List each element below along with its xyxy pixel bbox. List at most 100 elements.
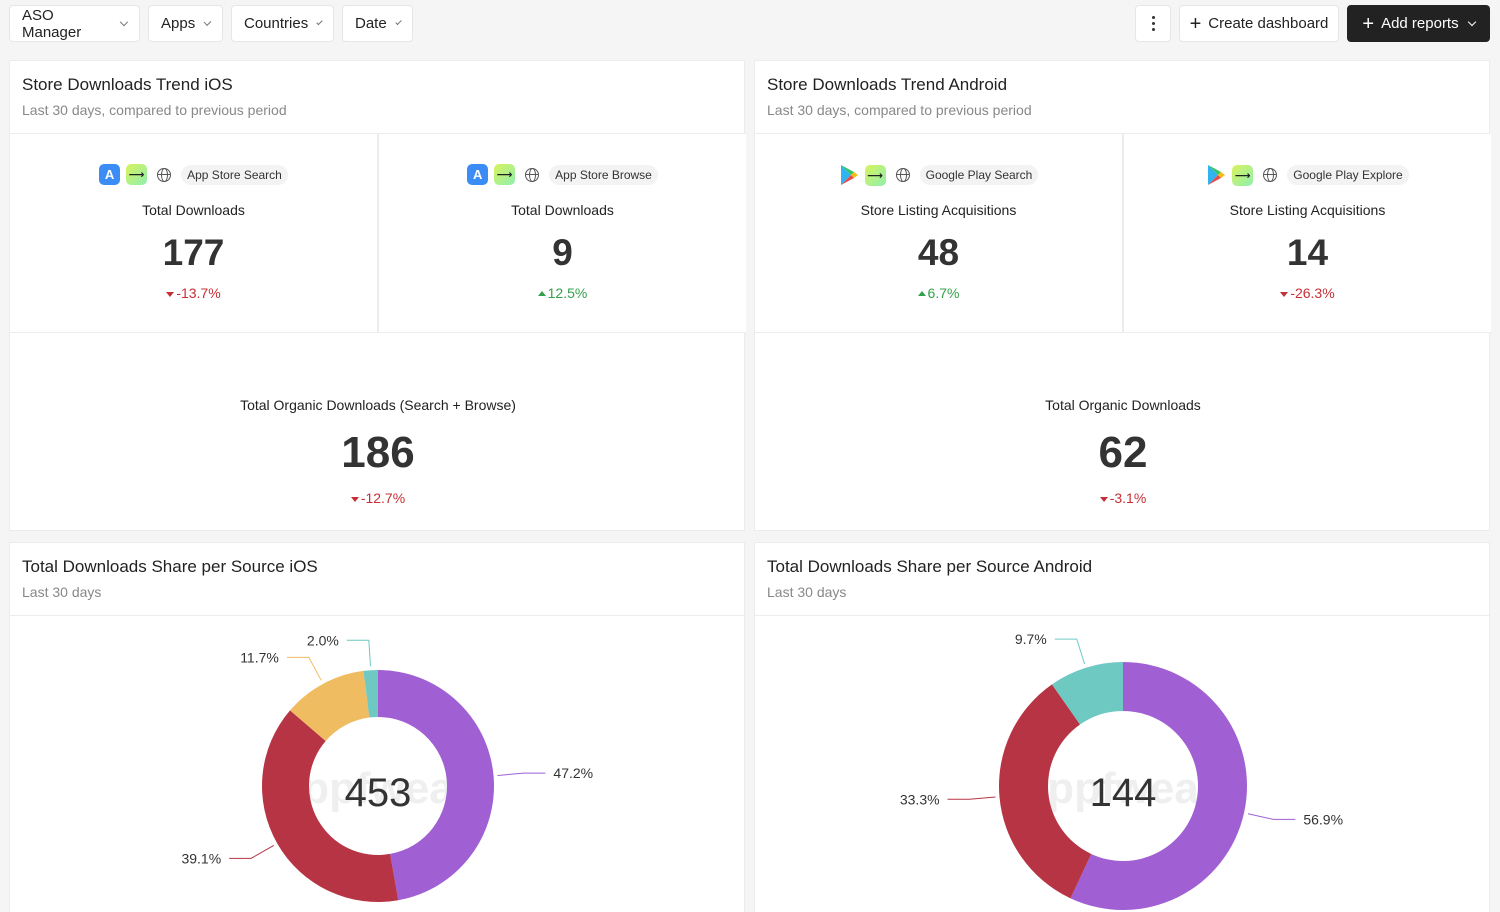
android-total-metric: Total Organic Downloads 62 -3.1% — [755, 333, 1491, 531]
slice-leader-line — [229, 845, 275, 859]
metric-google-play-search: ⟶ Google Play Search Store Listing Acqui… — [755, 134, 1123, 333]
app-store-icon: A — [467, 164, 489, 185]
source-row: A ⟶ App Store Browse — [379, 164, 746, 185]
metric-app-store-browse: A ⟶ App Store Browse Total Downloads 9 1… — [378, 134, 746, 333]
ios-total-metric: Total Organic Downloads (Search + Browse… — [10, 333, 746, 531]
donut-center-value: 453 — [345, 771, 412, 815]
delta-text: -26.3% — [1290, 285, 1335, 301]
metric-delta: 6.7% — [755, 285, 1122, 301]
filter-aso-manager[interactable]: ASO Manager — [9, 5, 140, 42]
filter-label: ASO Manager — [22, 6, 82, 41]
metric-label: Store Listing Acquisitions — [1229, 202, 1386, 218]
globe-icon — [157, 167, 172, 182]
metric-google-play-explore: ⟶ Google Play Explore Store Listing Acqu… — [1123, 134, 1491, 333]
metric-value: 9 — [552, 232, 573, 273]
donut-slice[interactable] — [363, 670, 378, 718]
slice-leader-line — [497, 772, 546, 776]
chevron-down-icon — [203, 17, 212, 26]
metric-delta: -12.7% — [10, 490, 746, 506]
chevron-down-icon — [120, 17, 129, 26]
source-row: ⟶ Google Play Explore — [1124, 164, 1491, 186]
metric-delta: 12.5% — [379, 285, 746, 301]
delta-text: -12.7% — [360, 490, 406, 506]
filter-date[interactable]: Date — [342, 5, 413, 42]
chevron-down-icon — [1467, 17, 1476, 26]
donut-slice[interactable] — [378, 670, 494, 901]
metric-label: Store Listing Acquisitions — [860, 202, 1017, 218]
filter-label: Apps — [161, 15, 196, 32]
card-title: Total Downloads Share per Source Android — [767, 557, 1093, 576]
card-subtitle: Last 30 days, compared to previous perio… — [22, 102, 287, 118]
slice-label: 56.9% — [1303, 811, 1343, 827]
metric-delta: -26.3% — [1124, 285, 1491, 301]
filter-label: Countries — [244, 15, 309, 32]
caret-up-icon — [537, 291, 546, 296]
chevron-down-icon — [395, 18, 402, 25]
google-play-icon — [840, 165, 858, 185]
slice-label: 33.3% — [900, 791, 940, 807]
globe-icon — [1263, 168, 1278, 182]
metric-label: Total Downloads — [142, 202, 245, 218]
globe-icon — [525, 167, 540, 182]
app-icon: ⟶ — [126, 164, 148, 185]
card-subtitle: Last 30 days — [767, 584, 847, 600]
divider — [755, 615, 1489, 616]
slice-label: 39.1% — [181, 850, 221, 866]
filter-label: Date — [355, 15, 387, 32]
chevron-down-icon — [316, 18, 323, 25]
donut-slice[interactable] — [1070, 662, 1247, 910]
more-options-button[interactable] — [1135, 5, 1171, 42]
google-play-icon — [1208, 165, 1226, 185]
android-share-donut-chart: appfweak 144 56.9% 33.3% 9.7% — [900, 631, 1343, 910]
metric-value: 186 — [341, 428, 415, 477]
donut-slice[interactable] — [1051, 662, 1123, 725]
metric-label: Total Organic Downloads — [1045, 397, 1201, 413]
source-row: ⟶ Google Play Search — [755, 164, 1122, 186]
donut-slice[interactable] — [262, 710, 399, 902]
metric-value: 62 — [1098, 428, 1148, 477]
android-trend-card: Store Downloads Trend Android Last 30 da… — [754, 60, 1491, 531]
delta-text: -3.1% — [1109, 490, 1147, 506]
divider — [10, 615, 744, 616]
ios-trend-card: Store Downloads Trend iOS Last 30 days, … — [9, 60, 746, 531]
caret-down-icon — [1099, 497, 1108, 502]
caret-down-icon — [350, 497, 359, 502]
caret-up-icon — [917, 291, 926, 296]
create-dashboard-label: Create dashboard — [1208, 15, 1329, 32]
source-row: A ⟶ App Store Search — [10, 164, 377, 185]
card-title: Store Downloads Trend Android — [767, 75, 1008, 94]
metric-label: Total Organic Downloads (Search + Browse… — [240, 397, 516, 413]
divider — [755, 133, 1489, 134]
slice-leader-line — [1247, 813, 1296, 820]
donut-center-value: 144 — [1090, 771, 1157, 815]
donut-slice[interactable] — [290, 670, 370, 742]
card-title: Store Downloads Trend iOS — [22, 75, 233, 94]
ios-share-donut-chart: appfweak 453 47.2%39.1%11.7%2.0% — [181, 632, 593, 902]
card-subtitle: Last 30 days, compared to previous perio… — [767, 102, 1032, 118]
slice-label: 11.7% — [240, 649, 279, 665]
android-share-card: Total Downloads Share per Source Android… — [754, 542, 1490, 912]
metric-delta: -13.7% — [10, 285, 377, 301]
plus-icon: + — [1362, 12, 1375, 35]
app-icon: ⟶ — [494, 164, 516, 185]
kebab-dot-icon — [1151, 22, 1155, 25]
source-pill: Google Play Explore — [1287, 165, 1409, 185]
caret-down-icon — [1280, 292, 1289, 297]
filter-apps[interactable]: Apps — [148, 5, 223, 42]
caret-down-icon — [166, 292, 175, 297]
app-icon: ⟶ — [864, 164, 886, 186]
metric-label: Total Downloads — [511, 202, 614, 218]
slice-label: 2.0% — [307, 632, 339, 648]
donut-slice[interactable] — [999, 684, 1092, 899]
plus-icon: + — [1189, 12, 1202, 35]
slice-leader-line — [346, 639, 371, 667]
metric-app-store-search: A ⟶ App Store Search Total Downloads 177… — [10, 134, 378, 333]
delta-text: 12.5% — [547, 285, 588, 301]
slice-label: 47.2% — [553, 765, 593, 781]
slice-leader-line — [1054, 638, 1086, 665]
slice-leader-line — [286, 656, 322, 681]
filter-countries[interactable]: Countries — [231, 5, 334, 42]
add-reports-button[interactable]: + Add reports — [1347, 5, 1490, 42]
source-pill: App Store Search — [181, 164, 288, 185]
create-dashboard-button[interactable]: + Create dashboard — [1179, 5, 1339, 42]
